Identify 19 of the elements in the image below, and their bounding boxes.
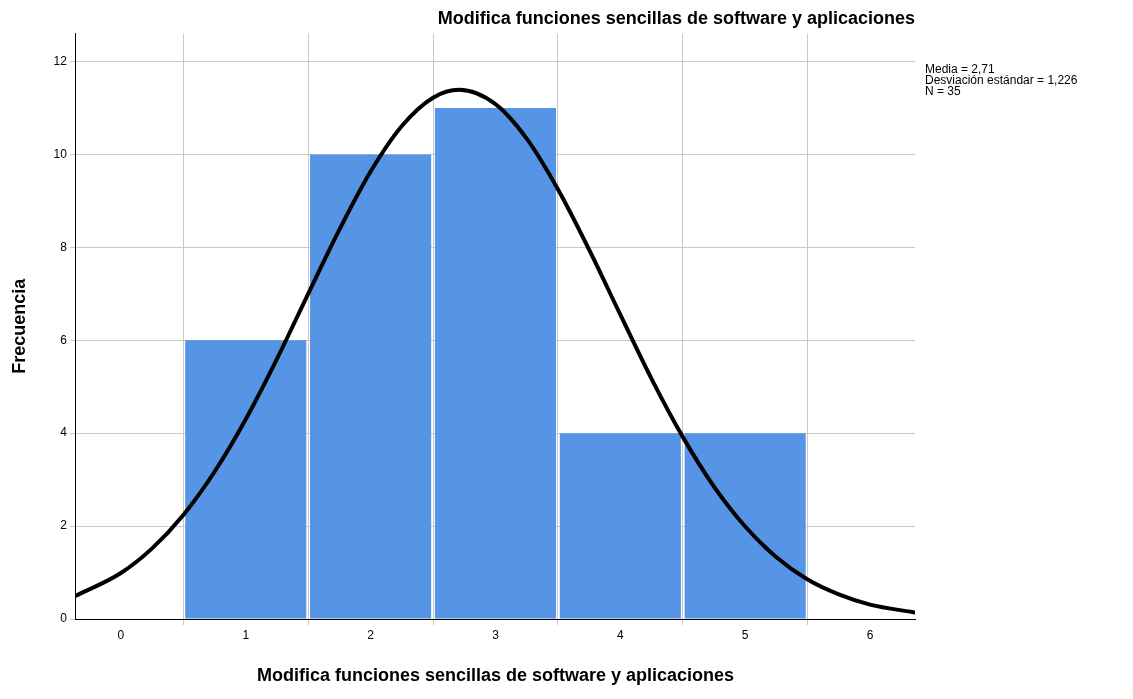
- text: Media = 2,71: [925, 61, 996, 76]
- y-tick-label: 0: [60, 611, 68, 626]
- y-tick-label: 8: [60, 239, 68, 254]
- x-tick-label: 0: [117, 627, 125, 642]
- y-tick-label: 10: [53, 146, 68, 161]
- y-tick-label: 12: [53, 53, 68, 68]
- y-tick-label: 2: [60, 518, 68, 533]
- x-tick-label: 4: [616, 627, 624, 642]
- chart-title: Modifica funciones sencillas de software y aplicaciones: [437, 7, 915, 28]
- x-axis-title: Modifica funciones sencillas de software y aplicaciones: [256, 665, 735, 686]
- text: N = 35: [925, 83, 962, 98]
- y-tick-label: 4: [60, 425, 68, 440]
- x-tick-label: 3: [492, 627, 500, 642]
- x-tick-label: 5: [741, 627, 749, 642]
- x-tick-label: 1: [242, 627, 250, 642]
- y-tick-label: 6: [60, 332, 68, 347]
- x-tick-label: 6: [866, 627, 874, 642]
- x-tick-label: 2: [367, 627, 375, 642]
- y-axis-title: Frecuencia: [8, 277, 29, 374]
